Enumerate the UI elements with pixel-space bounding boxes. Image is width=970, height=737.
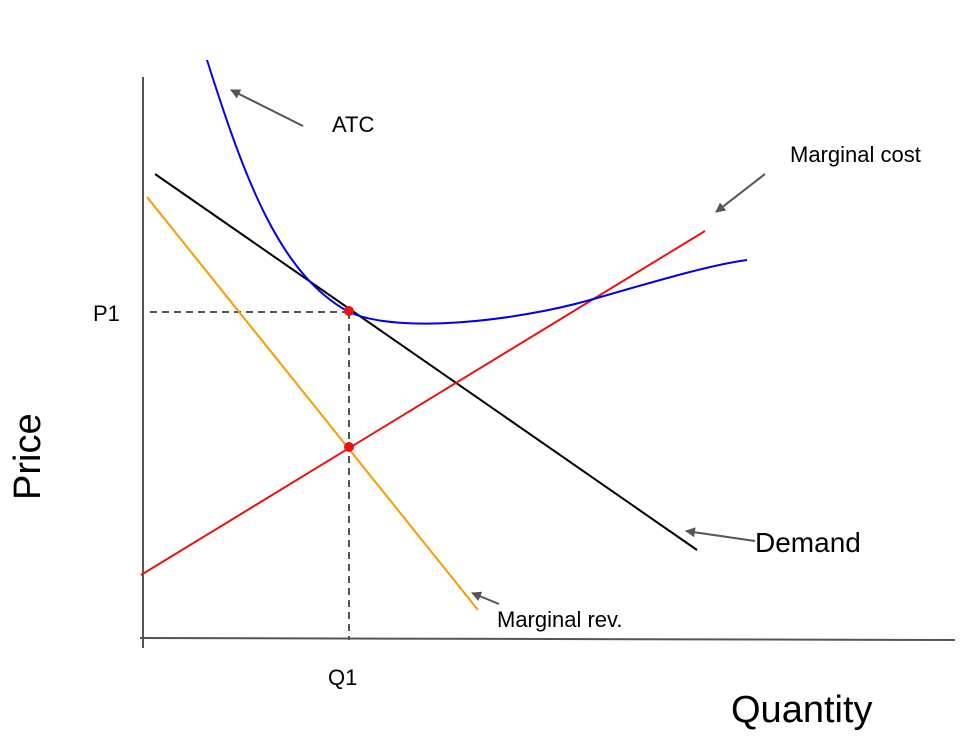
marginal-revenue-label: Marginal rev. (497, 607, 623, 632)
demand-curve (154, 173, 698, 551)
marginal-cost-arrow (715, 173, 766, 213)
atc-arrow (230, 89, 304, 127)
p1-tick-label: P1 (93, 301, 120, 326)
demand-label: Demand (755, 527, 861, 558)
y-axis-label: Price (7, 413, 49, 500)
x-axis-label: Quantity (731, 689, 873, 731)
marginal-revenue-arrow (471, 591, 500, 605)
marginal-cost-curve (140, 230, 706, 576)
marginal-revenue-curve (146, 196, 479, 611)
demand-arrow (685, 527, 756, 542)
atc-label: ATC (332, 112, 374, 137)
marginal-cost-label: Marginal cost (790, 142, 921, 167)
atc-curve (206, 59, 748, 325)
mc-mr-intersection-point (344, 442, 354, 452)
x-axis (139, 637, 956, 641)
atc-demand-intersection-point (344, 306, 354, 316)
q1-tick-label: Q1 (328, 665, 357, 690)
